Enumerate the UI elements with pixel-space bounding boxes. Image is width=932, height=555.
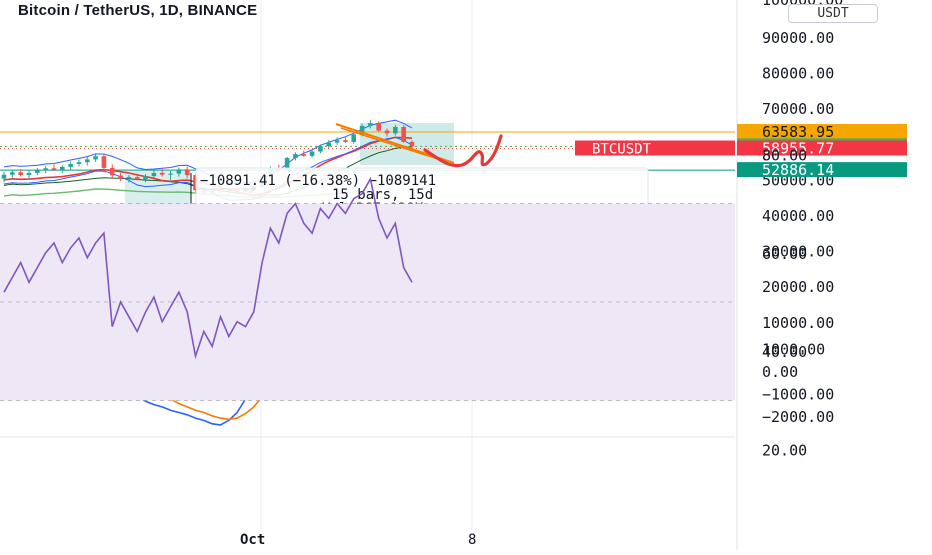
candle-body [18,172,23,176]
price-tag-label: 52886.14 [762,161,834,179]
symbol-tag-bg [575,140,735,156]
candle-body [343,140,348,142]
price-tag-bg [737,140,907,156]
candle-body [59,166,65,170]
candle-body [84,159,90,163]
candle-body [126,177,132,179]
macd-axis-tick-label: −1000.00 [762,386,834,404]
candle-body [376,123,381,131]
macd-axis-tick-label: 0.00 [762,363,798,381]
candle-body [118,175,123,179]
candle-body [326,142,332,147]
candle-body [301,154,307,156]
rsi-axis-tick-label: 40.00 [762,343,807,361]
candle-body [351,134,357,142]
candle-body [1,174,7,179]
chart-title: Bitcoin / TetherUS, 1D, BINANCE [18,2,258,19]
candle-body [384,130,390,134]
price-tag-label: 63583.95 [762,123,834,141]
candle-body [68,164,73,167]
macd-axis-tick-label: −2000.00 [762,408,834,426]
candle-body [184,169,190,176]
measure-label-1-line-2: 15 bars, 15d [332,187,433,203]
price-tag-bg [737,124,907,140]
candle-body [318,146,323,152]
price-axis-tick-label: 70000.00 [762,100,834,118]
candle-body [284,157,290,170]
price-axis-tick-label: 80000.00 [762,65,834,83]
rsi-axis-tick-label: 20.00 [762,442,807,460]
candle-body [359,125,365,135]
symbol-tag-label: BTCUSDT [592,142,652,158]
price-axis-tick-label: 30000.00 [762,243,834,261]
rsi-axis-tick-label: 60.00 [762,245,807,263]
candle-body [109,167,115,176]
macd-axis-tick-label: 1000.00 [762,341,825,359]
candle-body [293,154,298,158]
candle-body [176,169,182,174]
candle-body [134,177,140,180]
price-axis-tick-label: 90000.00 [762,29,834,47]
price-axis-tick-label: 20000.00 [762,278,834,296]
candle-body [168,173,173,175]
price-tag-bg [737,162,907,178]
candle-body [309,151,315,156]
candle-body [393,127,398,134]
drawn-projection-arrow [423,134,503,168]
candle-body [101,156,107,168]
candle-body [409,141,415,147]
candle-body [93,156,98,160]
price-axis-tick-label: 40000.00 [762,207,834,225]
candle-body [159,172,165,175]
candle-body [401,127,406,142]
candle-body [43,168,48,171]
candle-body [368,123,373,126]
candle-body [143,176,148,180]
candle-body [76,162,82,165]
measure-label-1-line-1: −10891.41 (−16.38%) −1089141 [200,173,436,189]
candle-body [10,172,15,175]
candle-body [151,172,157,177]
time-axis-label-8: 8 [468,532,476,548]
channel-lower-line [340,127,442,161]
candle-body [334,140,340,143]
rsi-line [3,176,413,360]
candle-body [26,172,32,176]
candle-body [35,170,40,173]
rsi-axis-tick-label: 80.00 [762,146,807,164]
candle-body [51,168,57,170]
currency-selector[interactable]: USDT [788,4,878,23]
price-axis-tick-label: 10000.00 [762,314,834,332]
price-tag-label: 58955.77 [762,140,834,158]
time-axis-label-oct: Oct [240,532,265,548]
